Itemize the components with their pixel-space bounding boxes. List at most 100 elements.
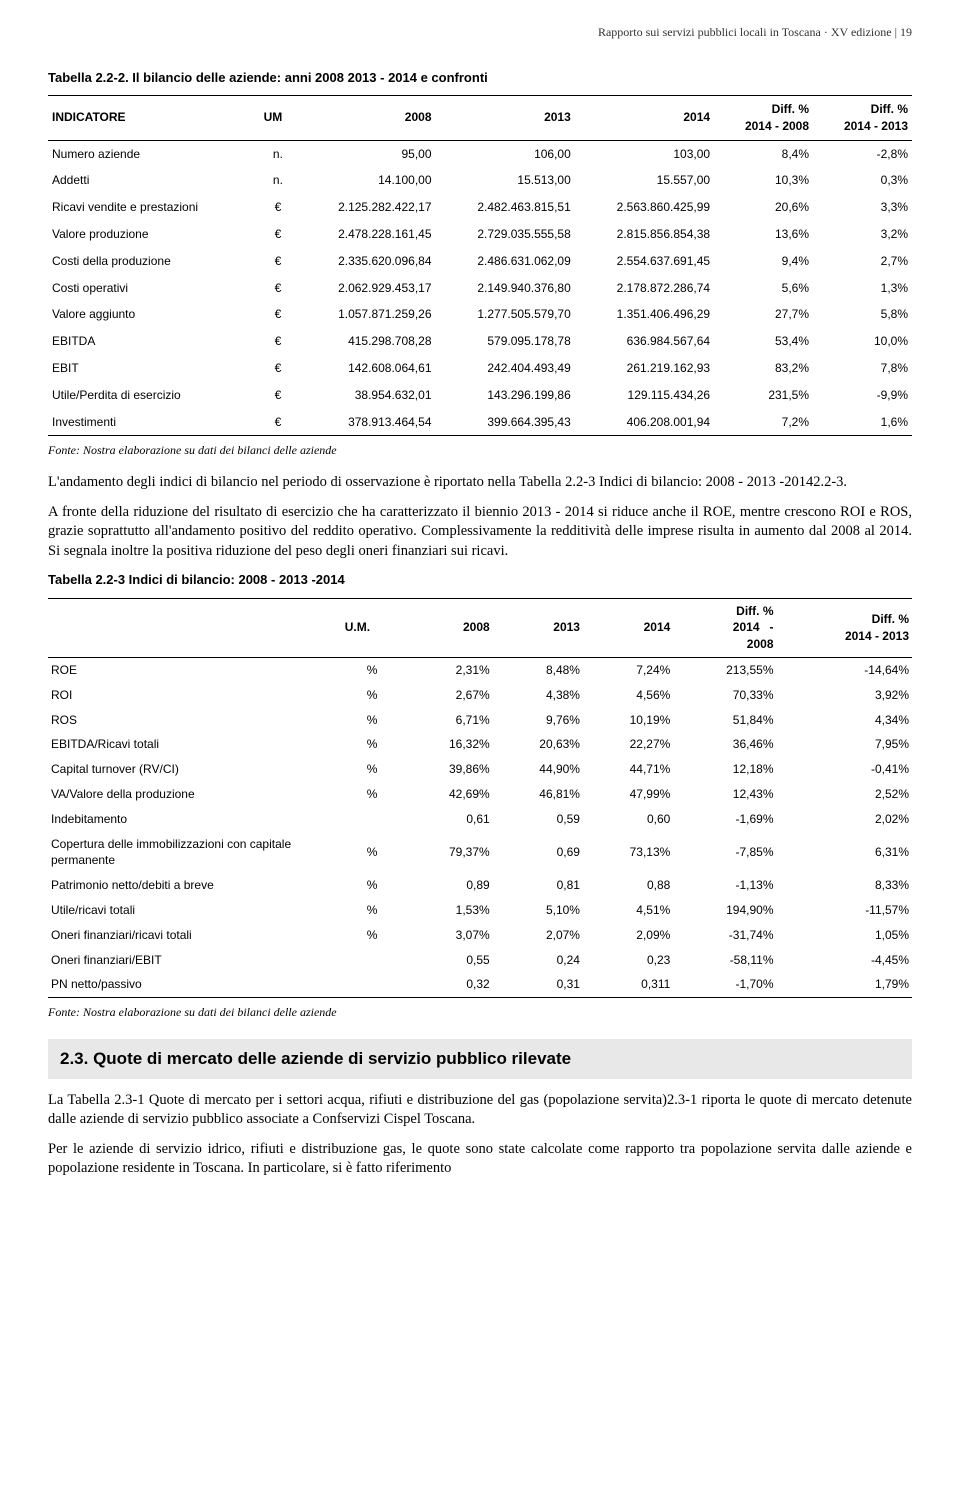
table-cell	[342, 972, 403, 997]
table-row: ROE%2,31%8,48%7,24%213,55%-14,64%	[48, 657, 912, 682]
table-cell: 0,89	[402, 873, 492, 898]
table-cell: 0,88	[583, 873, 673, 898]
table-cell: 1.351.406.496,29	[575, 301, 714, 328]
table-cell: 1,53%	[402, 898, 492, 923]
table-cell: 7,2%	[714, 409, 813, 436]
table-cell: 0,69	[493, 832, 583, 874]
table-row: Utile/Perdita di esercizio€38.954.632,01…	[48, 382, 912, 409]
table-cell: 2,7%	[813, 248, 912, 275]
table-cell: -4,45%	[777, 948, 913, 973]
table-cell: 2.486.631.062,09	[436, 248, 575, 275]
table-cell: Numero aziende	[48, 140, 260, 167]
table-col-header: INDICATORE	[48, 95, 260, 140]
table-cell: 0,32	[402, 972, 492, 997]
table-cell: 143.296.199,86	[436, 382, 575, 409]
table-cell: 0,24	[493, 948, 583, 973]
table-cell: 1,3%	[813, 275, 912, 302]
table-cell: ROE	[48, 657, 342, 682]
table-cell: Capital turnover (RV/CI)	[48, 757, 342, 782]
paragraph-4: Per le aziende di servizio idrico, rifiu…	[48, 1140, 912, 1179]
table-row: Costi operativi€2.062.929.453,172.149.94…	[48, 275, 912, 302]
table-cell: 44,90%	[493, 757, 583, 782]
table-cell: 39,86%	[402, 757, 492, 782]
table-row: Costi della produzione€2.335.620.096,842…	[48, 248, 912, 275]
table-cell: %	[342, 898, 403, 923]
table-col-header	[48, 598, 342, 657]
table-cell: n.	[260, 140, 297, 167]
table-cell: 1.277.505.579,70	[436, 301, 575, 328]
table-cell: 15.513,00	[436, 167, 575, 194]
table-cell	[342, 807, 403, 832]
table-cell: Oneri finanziari/ricavi totali	[48, 923, 342, 948]
table-cell: %	[342, 757, 403, 782]
table-cell: 3,2%	[813, 221, 912, 248]
table-cell: 20,63%	[493, 732, 583, 757]
table-cell: EBITDA/Ricavi totali	[48, 732, 342, 757]
table-cell: €	[260, 248, 297, 275]
table-cell: ROS	[48, 708, 342, 733]
table-row: ROS%6,71%9,76%10,19%51,84%4,34%	[48, 708, 912, 733]
table-cell: 16,32%	[402, 732, 492, 757]
table-cell: 261.219.162,93	[575, 355, 714, 382]
table-cell: 10,3%	[714, 167, 813, 194]
table-cell: 8,33%	[777, 873, 913, 898]
table-cell: Copertura delle immobilizzazioni con cap…	[48, 832, 342, 874]
table-cell: 0,81	[493, 873, 583, 898]
table-row: VA/Valore della produzione%42,69%46,81%4…	[48, 782, 912, 807]
table-cell: 129.115.434,26	[575, 382, 714, 409]
table-col-header: 2013	[493, 598, 583, 657]
table-cell: Investimenti	[48, 409, 260, 436]
table1-source: Fonte: Nostra elaborazione su dati dei b…	[48, 442, 912, 459]
table-cell: -1,70%	[673, 972, 776, 997]
page-header: Rapporto sui servizi pubblici locali in …	[48, 24, 912, 41]
table-cell: 6,71%	[402, 708, 492, 733]
table-cell: 0,311	[583, 972, 673, 997]
table-cell: 103,00	[575, 140, 714, 167]
table-cell: 4,51%	[583, 898, 673, 923]
table-cell: 14.100,00	[296, 167, 435, 194]
table-cell: €	[260, 355, 297, 382]
table-cell: 83,2%	[714, 355, 813, 382]
table-row: EBITDA€415.298.708,28579.095.178,78636.9…	[48, 328, 912, 355]
table-cell: 9,4%	[714, 248, 813, 275]
table-cell: %	[342, 832, 403, 874]
table-cell: 95,00	[296, 140, 435, 167]
table-cell: 0,55	[402, 948, 492, 973]
table-cell: 1,05%	[777, 923, 913, 948]
table-cell: 378.913.464,54	[296, 409, 435, 436]
table-cell: 1.057.871.259,26	[296, 301, 435, 328]
table-cell: €	[260, 328, 297, 355]
paragraph-2: A fronte della riduzione del risultato d…	[48, 503, 912, 562]
table-cell: 0,23	[583, 948, 673, 973]
table-cell: 2,67%	[402, 683, 492, 708]
table-cell: 4,56%	[583, 683, 673, 708]
table-cell: 10,19%	[583, 708, 673, 733]
table-cell: 2,02%	[777, 807, 913, 832]
table-cell: 242.404.493,49	[436, 355, 575, 382]
table-cell: 2.335.620.096,84	[296, 248, 435, 275]
table-cell: €	[260, 301, 297, 328]
table-cell: 44,71%	[583, 757, 673, 782]
table-col-header: Diff. % 2014 - 2008	[673, 598, 776, 657]
table-cell: Patrimonio netto/debiti a breve	[48, 873, 342, 898]
table-cell: %	[342, 732, 403, 757]
table-row: Indebitamento0,610,590,60-1,69%2,02%	[48, 807, 912, 832]
table-cell: VA/Valore della produzione	[48, 782, 342, 807]
table-cell: 4,34%	[777, 708, 913, 733]
table-cell: 2.125.282.422,17	[296, 194, 435, 221]
table-cell: 106,00	[436, 140, 575, 167]
table-cell: 3,3%	[813, 194, 912, 221]
table-cell: 2,31%	[402, 657, 492, 682]
table-cell: 3,07%	[402, 923, 492, 948]
table-cell: 12,18%	[673, 757, 776, 782]
table-row: PN netto/passivo0,320,310,311-1,70%1,79%	[48, 972, 912, 997]
table-cell: 213,55%	[673, 657, 776, 682]
table-row: EBITDA/Ricavi totali%16,32%20,63%22,27%3…	[48, 732, 912, 757]
table-cell: Ricavi vendite e prestazioni	[48, 194, 260, 221]
table-cell: 0,60	[583, 807, 673, 832]
table-cell: Addetti	[48, 167, 260, 194]
table-cell: n.	[260, 167, 297, 194]
table-cell: %	[342, 782, 403, 807]
table-cell: 231,5%	[714, 382, 813, 409]
table-cell: 53,4%	[714, 328, 813, 355]
